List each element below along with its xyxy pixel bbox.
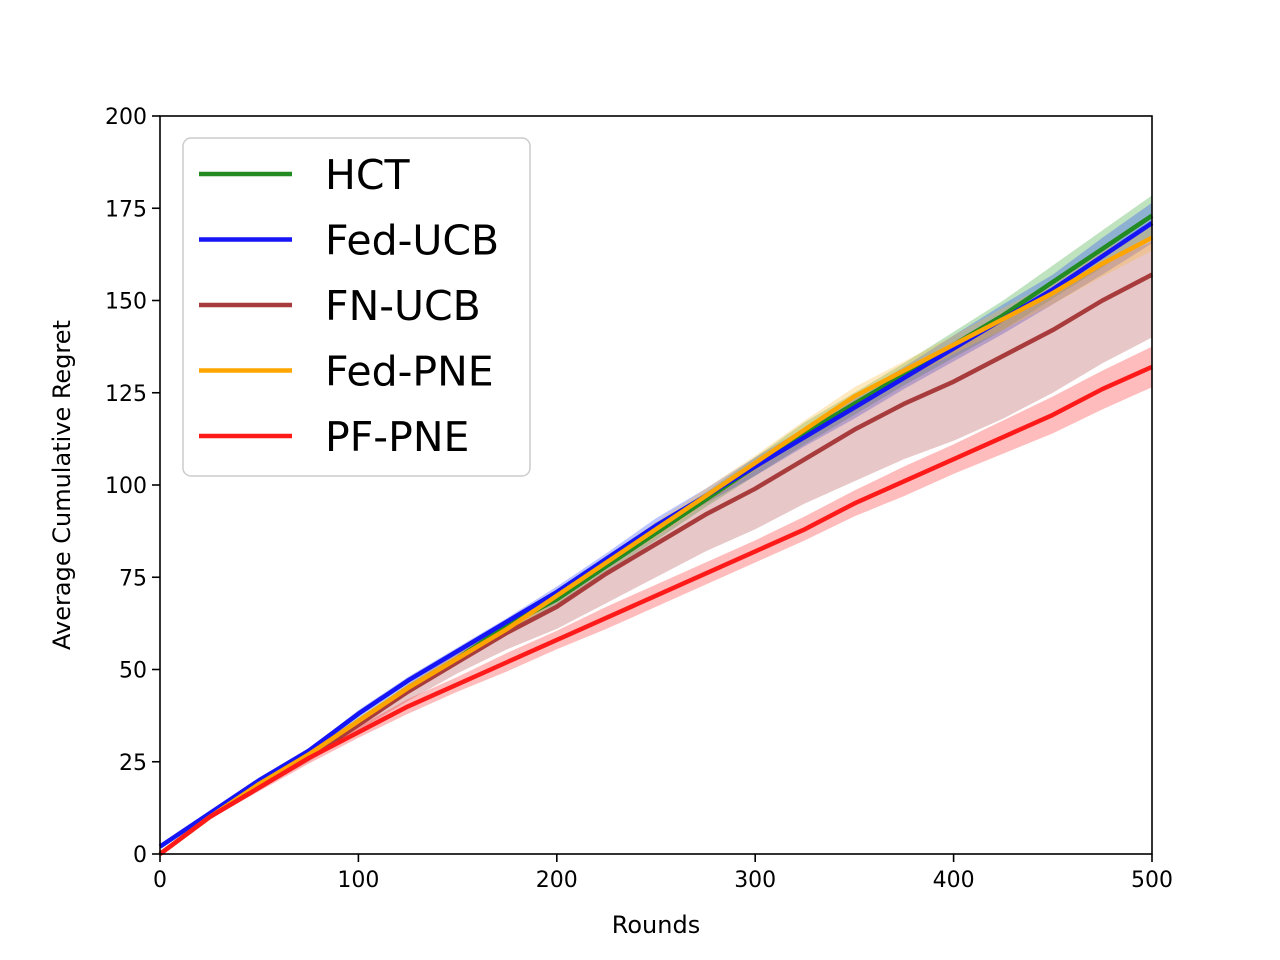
y-tick-label: 75	[119, 566, 147, 591]
y-tick-label: 125	[105, 382, 147, 407]
y-tick-label: 100	[105, 474, 147, 499]
x-tick-label: 100	[337, 868, 379, 893]
series-lines	[158, 213, 1154, 856]
series-line-fed-pne	[158, 235, 1154, 856]
x-axis-ticks: 0 100 200 300 400 500	[153, 854, 1173, 893]
legend-label-pf-pne: PF-PNE	[325, 413, 469, 461]
legend-label-fed-pne: Fed-PNE	[325, 348, 494, 396]
band-fn-ucb	[160, 241, 1152, 854]
legend-label-fed-ucb: Fed-UCB	[325, 217, 499, 265]
y-tick-label: 175	[105, 197, 147, 222]
y-tick-label: 200	[105, 105, 147, 130]
x-tick-label: 200	[536, 868, 578, 893]
y-axis-label: Average Cumulative Regret	[48, 320, 76, 650]
legend-box	[182, 137, 531, 477]
legend-label-fn-ucb: FN-UCB	[325, 282, 481, 330]
y-tick-label: 50	[119, 659, 147, 684]
series-line-pf-pne	[158, 364, 1153, 856]
y-tick-label: 25	[119, 751, 147, 776]
x-tick-label: 0	[153, 868, 167, 893]
legend: HCT Fed-UCB FN-UCB Fed-PNE PF-PNE	[182, 137, 531, 477]
x-tick-label: 500	[1131, 868, 1173, 893]
y-tick-label: 0	[133, 843, 147, 868]
band-pf-pne	[160, 346, 1152, 854]
x-tick-label: 400	[933, 868, 975, 893]
y-axis-ticks: 0 25 50 75 100 125 150 175 200	[105, 105, 160, 868]
x-tick-label: 300	[734, 868, 776, 893]
legend-label-hct: HCT	[325, 151, 410, 199]
x-axis-label: Rounds	[612, 911, 700, 939]
y-tick-label: 150	[105, 290, 147, 315]
